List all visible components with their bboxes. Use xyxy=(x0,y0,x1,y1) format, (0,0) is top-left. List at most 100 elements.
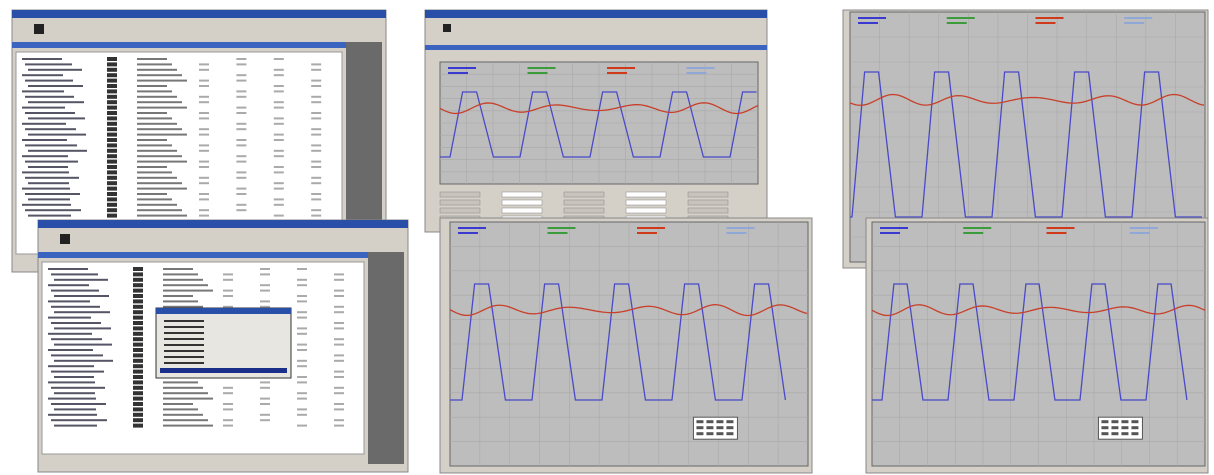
text-line xyxy=(297,311,307,313)
text-line xyxy=(311,209,321,211)
text-line xyxy=(137,182,182,184)
form-field xyxy=(502,200,542,205)
text-line xyxy=(164,320,204,322)
text-line xyxy=(163,425,213,427)
text-line xyxy=(260,290,270,292)
cell-dark xyxy=(107,68,117,72)
legend-cell xyxy=(1131,420,1138,423)
text-line xyxy=(25,161,78,163)
text-line xyxy=(22,155,68,157)
text-line xyxy=(22,90,64,92)
text-line xyxy=(334,279,344,281)
cell-dark xyxy=(133,272,143,276)
text-line xyxy=(199,161,209,163)
text-line xyxy=(236,139,246,141)
text-line xyxy=(28,182,69,184)
cell-dark xyxy=(107,197,117,201)
text-line xyxy=(334,376,344,378)
window-2 xyxy=(38,220,408,472)
text-line xyxy=(260,284,270,286)
text-line xyxy=(164,344,204,346)
text-line xyxy=(274,182,284,184)
cell-dark xyxy=(107,143,117,147)
text-line xyxy=(297,333,307,335)
text-line xyxy=(199,134,209,136)
cell-dark xyxy=(133,283,143,287)
text-line xyxy=(164,356,204,358)
form-field xyxy=(688,192,728,197)
text-line xyxy=(137,209,182,211)
window-3 xyxy=(425,10,767,232)
text-line xyxy=(236,63,246,65)
text-line xyxy=(334,408,344,410)
text-line xyxy=(28,101,84,103)
text-line xyxy=(48,284,89,286)
text-line xyxy=(297,327,307,329)
text-line xyxy=(199,150,209,152)
text-line xyxy=(1047,232,1067,234)
text-line xyxy=(48,381,95,383)
text-line xyxy=(236,58,246,60)
text-line xyxy=(297,381,307,383)
text-line xyxy=(236,155,246,157)
screenshot-collage xyxy=(0,0,1214,475)
text-line xyxy=(334,322,344,324)
text-line xyxy=(163,295,193,297)
text-line xyxy=(311,144,321,146)
text-line xyxy=(25,209,81,211)
text-line xyxy=(311,134,321,136)
legend-cell xyxy=(1101,426,1108,429)
text-line xyxy=(236,209,246,211)
text-line xyxy=(48,414,97,416)
text-line xyxy=(334,290,344,292)
cell-dark xyxy=(107,73,117,77)
text-line xyxy=(199,117,209,119)
text-line xyxy=(22,58,62,60)
cell-dark xyxy=(133,424,143,428)
text-line xyxy=(274,85,284,87)
text-line xyxy=(297,300,307,302)
text-line xyxy=(236,204,246,206)
cell-dark xyxy=(107,187,117,191)
text-line xyxy=(260,268,270,270)
text-line xyxy=(448,67,476,69)
toolbar-icon xyxy=(443,24,451,32)
text-line xyxy=(311,193,321,195)
text-line xyxy=(458,227,486,229)
text-line xyxy=(137,215,187,217)
cell-dark xyxy=(133,359,143,363)
dialog xyxy=(156,308,291,378)
legend-cell xyxy=(1121,432,1128,435)
text-line xyxy=(274,198,284,200)
text-line xyxy=(22,204,71,206)
text-line xyxy=(28,117,85,119)
cell-dark xyxy=(133,397,143,401)
text-line xyxy=(51,371,104,373)
text-line xyxy=(163,419,208,421)
text-line xyxy=(28,150,87,152)
sub-title-bar xyxy=(425,45,767,50)
text-line xyxy=(334,403,344,405)
text-line xyxy=(137,123,177,125)
text-line xyxy=(137,171,172,173)
text-line xyxy=(137,166,167,168)
sub-title-bar xyxy=(38,252,388,258)
text-line xyxy=(274,204,284,206)
text-line xyxy=(137,198,172,200)
text-line xyxy=(311,96,321,98)
form-field xyxy=(564,192,604,197)
legend-cell xyxy=(726,432,733,435)
text-line xyxy=(236,171,246,173)
cell-dark xyxy=(133,278,143,282)
legend-cell xyxy=(716,420,723,423)
text-line xyxy=(48,349,93,351)
text-line xyxy=(858,17,886,19)
text-line xyxy=(164,332,204,334)
text-line xyxy=(236,177,246,179)
text-line xyxy=(199,215,209,217)
cell-dark xyxy=(107,106,117,110)
text-line xyxy=(311,63,321,65)
text-line xyxy=(858,22,878,24)
text-line xyxy=(528,72,548,74)
text-line xyxy=(297,284,307,286)
